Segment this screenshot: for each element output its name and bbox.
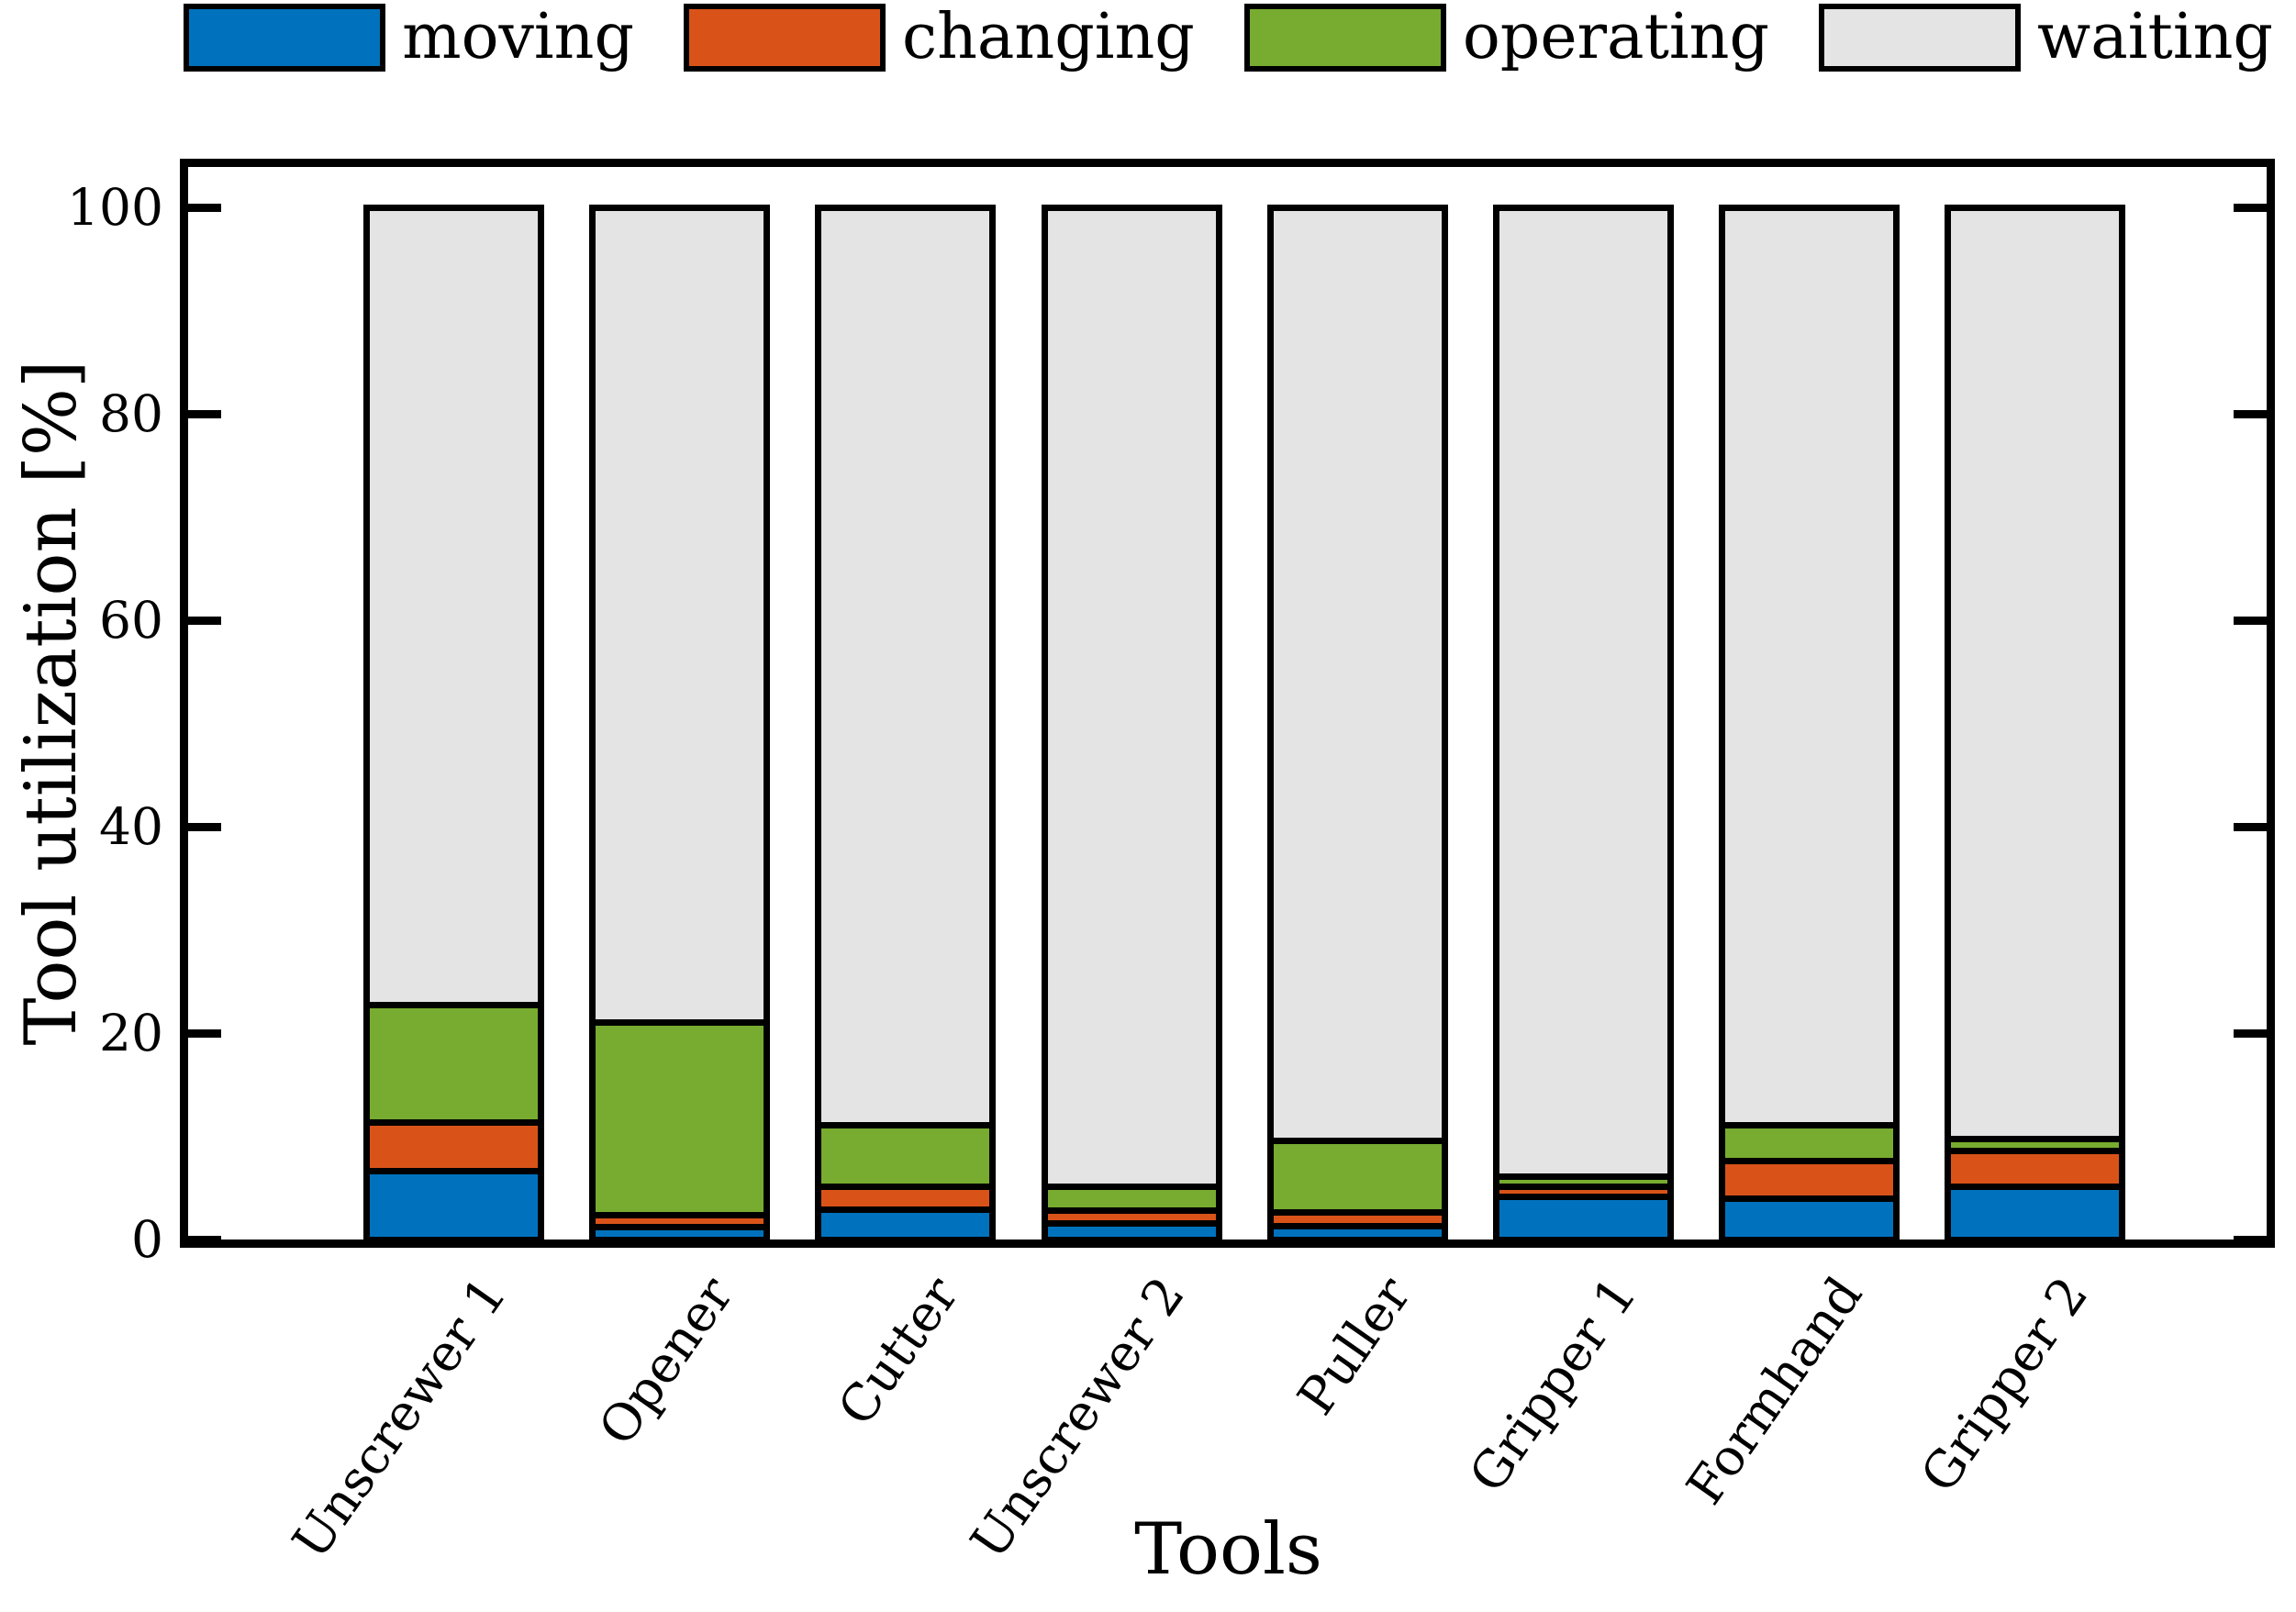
legend-label-waiting: waiting [2037,1,2273,73]
legend-item-waiting: waiting [1819,4,2273,72]
bar-segment-gripper-1-moving [1493,1194,1674,1243]
y-tick-mark-left-0 [188,1235,221,1244]
y-tick-mark-left-60 [188,616,221,625]
bar-segment-formhand-operating [1719,1121,1900,1164]
legend-label-changing: changing [902,1,1195,73]
legend-item-changing: changing [684,4,1195,72]
plot-area [180,159,2275,1248]
x-tick-label-gripper-1: Gripper 1 [1457,1266,1648,1503]
y-tick-mark-right-100 [2234,203,2267,212]
y-tick-mark-left-100 [188,203,221,212]
y-tick-label-80: 80 [99,384,163,443]
bar-segment-formhand-moving [1719,1195,1900,1243]
bar-segment-gripper-2-moving [1945,1184,2126,1243]
y-tick-mark-right-40 [2234,822,2267,831]
bar-segment-gripper-2-waiting [1945,204,2126,1143]
y-tick-label-60: 60 [99,591,163,650]
x-tick-label-formhand: Formhand [1675,1266,1874,1515]
y-tick-mark-left-40 [188,822,221,831]
x-axis-label: Tools [1134,1508,1322,1591]
bar-segment-formhand-changing [1719,1158,1900,1202]
legend-swatch-operating [1243,4,1446,72]
y-tick-label-0: 0 [131,1210,163,1269]
bar-segment-puller-waiting [1266,204,1448,1144]
bar-segment-unscrewer-1-operating [363,1002,544,1127]
x-tick-label-gripper-2: Gripper 2 [1909,1266,2100,1503]
bar-segment-unscrewer-1-changing [363,1119,544,1175]
y-tick-mark-right-20 [2234,1028,2267,1038]
x-tick-label-opener: Opener [586,1266,744,1456]
legend-swatch-changing [684,4,886,72]
plot-inner [188,167,2267,1244]
legend-item-moving: moving [184,4,634,72]
legend-swatch-waiting [1819,4,2021,72]
y-tick-mark-right-0 [2234,1235,2267,1244]
y-tick-mark-right-80 [2234,409,2267,418]
bar-segment-formhand-waiting [1719,204,1900,1128]
bar-segment-gripper-1-waiting [1493,204,1674,1180]
y-axis-label: Tool utilization [%] [10,360,93,1046]
legend: moving changing operating waiting [181,4,2276,72]
bar-segment-cutter-operating [815,1121,997,1191]
bar-segment-opener-waiting [589,204,771,1027]
y-tick-mark-left-20 [188,1028,221,1038]
y-tick-mark-right-60 [2234,616,2267,625]
bar-segment-unscrewer-1-waiting [363,204,544,1009]
legend-item-operating: operating [1243,1,1769,73]
x-tick-label-cutter: Cutter [826,1266,970,1436]
bar-segment-puller-operating [1266,1137,1448,1217]
bar-segment-opener-operating [589,1019,771,1218]
y-tick-label-40: 40 [99,797,163,856]
legend-swatch-moving [184,4,386,72]
bar-segment-cutter-waiting [815,204,997,1128]
x-tick-label-puller: Puller [1286,1266,1422,1426]
y-tick-label-100: 100 [67,178,163,237]
bar-segment-unscrewer-2-waiting [1041,204,1222,1191]
legend-label-operating: operating [1462,1,1769,73]
y-tick-mark-left-80 [188,409,221,418]
legend-label-moving: moving [402,1,635,73]
y-tick-label-20: 20 [99,1004,163,1062]
bar-segment-unscrewer-1-moving [363,1168,544,1243]
